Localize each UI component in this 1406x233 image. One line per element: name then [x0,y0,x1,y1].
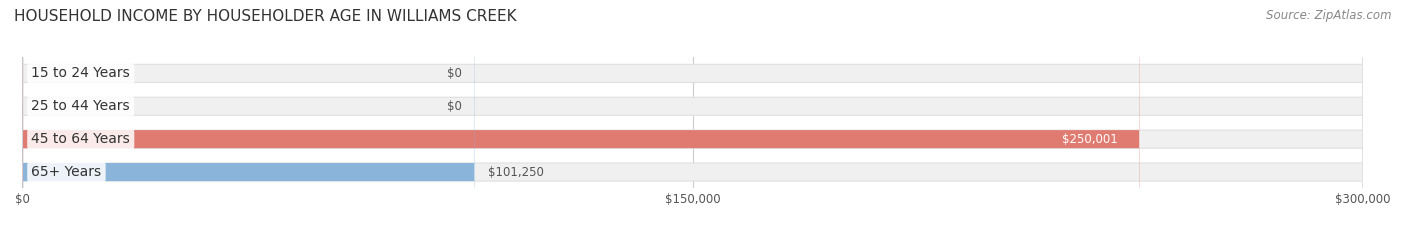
Text: 65+ Years: 65+ Years [31,165,101,179]
Text: $0: $0 [447,100,463,113]
Text: $101,250: $101,250 [488,165,544,178]
Text: 15 to 24 Years: 15 to 24 Years [31,66,131,80]
FancyBboxPatch shape [22,0,475,233]
FancyBboxPatch shape [22,0,1364,233]
Text: 25 to 44 Years: 25 to 44 Years [31,99,129,113]
Text: 45 to 64 Years: 45 to 64 Years [31,132,131,146]
FancyBboxPatch shape [22,0,1140,233]
FancyBboxPatch shape [22,0,1364,233]
Text: $0: $0 [447,67,463,80]
FancyBboxPatch shape [22,0,1364,233]
Text: $250,001: $250,001 [1062,133,1118,146]
FancyBboxPatch shape [22,0,1364,233]
Text: Source: ZipAtlas.com: Source: ZipAtlas.com [1267,9,1392,22]
Text: HOUSEHOLD INCOME BY HOUSEHOLDER AGE IN WILLIAMS CREEK: HOUSEHOLD INCOME BY HOUSEHOLDER AGE IN W… [14,9,516,24]
